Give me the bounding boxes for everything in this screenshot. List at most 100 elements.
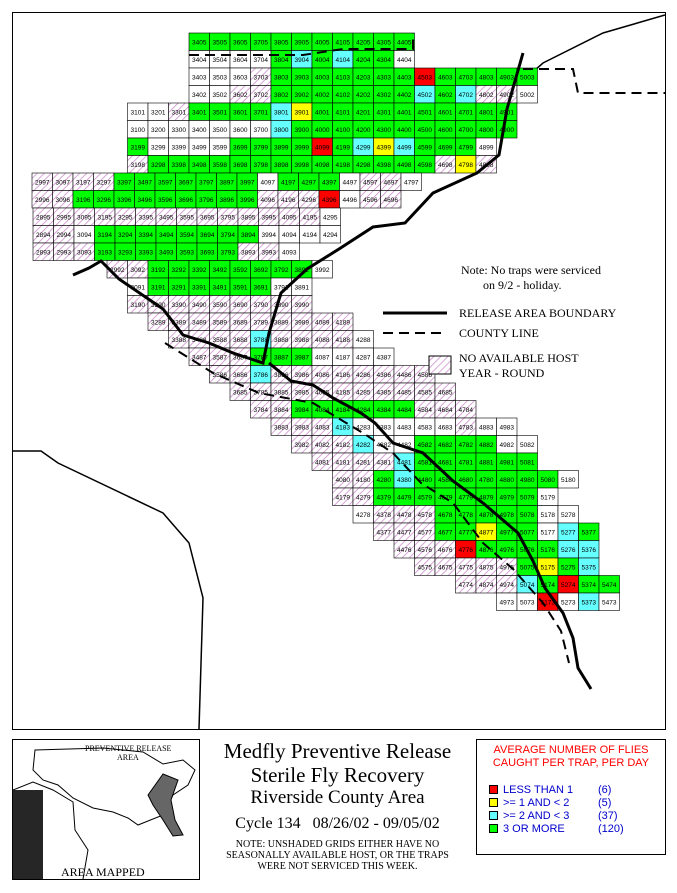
grid-cell: 5078 — [516, 505, 538, 524]
grid-cell-id: 5376 — [582, 547, 597, 554]
grid-cell-id: 4203 — [356, 74, 371, 81]
grid-cell-id: 4600 — [438, 127, 453, 134]
fly-legend-title-line1: AVERAGE NUMBER OF FLIES — [493, 744, 649, 756]
grid-cell: 4798 — [455, 155, 477, 174]
grid-cell-id: 3190 — [131, 302, 146, 309]
grid-cell: 3795 — [217, 207, 239, 226]
grid-cell: 3097 — [52, 172, 74, 191]
grid-cell-id: 2996 — [35, 197, 50, 204]
grid-cell: 3597 — [154, 172, 176, 191]
grid-cell-id: 4779 — [459, 494, 474, 501]
grid-cell-id: 3886 — [274, 372, 289, 379]
grid-cell-id: 4577 — [418, 529, 433, 536]
grid-cell: 5275 — [557, 557, 579, 576]
grid-cell: 3496 — [134, 190, 156, 209]
grid-cell: 5376 — [578, 540, 600, 559]
grid-cell: 3691 — [250, 277, 272, 296]
grid-cell: 4485 — [393, 382, 415, 401]
grid-cell-id: 3695 — [200, 214, 215, 221]
grid-cell-id: 3492 — [213, 267, 228, 274]
grid-cell: 3593 — [176, 242, 198, 261]
grid-cell: 4577 — [414, 522, 436, 541]
grid-cell-id: 4279 — [356, 494, 371, 501]
grid-cell-id: 4683 — [438, 424, 453, 431]
grid-cell-id: 3396 — [117, 197, 132, 204]
grid-cell: 3393 — [135, 242, 157, 261]
grid-cell-id: 4082 — [315, 442, 330, 449]
grid-cell-id: 4803 — [479, 74, 494, 81]
grid-cell: 3489 — [188, 312, 210, 331]
grid-cell-id: 4101 — [336, 109, 351, 116]
inset-release-area — [147, 773, 184, 837]
grid-cell-id: 4285 — [356, 389, 371, 396]
grid-cell-id: 3200 — [151, 127, 166, 134]
grid-cell-id: 4582 — [418, 442, 433, 449]
grid-cell-id: 2992 — [110, 267, 125, 274]
grid-cell-id: 3787 — [254, 354, 269, 361]
grid-cell-id: 4400 — [397, 127, 412, 134]
grid-cell: 5374 — [578, 575, 600, 594]
grid-cell: 3688 — [229, 330, 251, 349]
grid-cell: 3295 — [114, 207, 136, 226]
coast-outline-north — [517, 14, 665, 86]
grid-cell-id: 5278 — [561, 512, 576, 519]
grid-cell-id: 4978 — [500, 512, 515, 519]
grid-cell: 5175 — [537, 557, 559, 576]
grid-cell-id: 4405 — [397, 39, 412, 46]
grid-cell-id: 4303 — [377, 74, 392, 81]
inset-map-panel: PREVENTIVE RELEASE AREA AREA MAPPED — [12, 739, 200, 880]
grid-cell-id: 3887 — [274, 354, 289, 361]
grid-cell-id: 3589 — [213, 319, 228, 326]
grid-cell: 4080 — [332, 470, 354, 489]
grid-cell: 4180 — [352, 470, 374, 489]
fly-legend: AVERAGE NUMBER OF FLIES CAUGHT PER TRAP,… — [476, 739, 666, 855]
grid-cell: 3798 — [250, 155, 272, 174]
grid-cell: 4305 — [373, 32, 395, 51]
grid-cell: 3291 — [168, 277, 190, 296]
grid-cell: 4104 — [332, 50, 354, 69]
grid-cell: 4776 — [455, 540, 477, 559]
grid-cell-id: 3388 — [172, 337, 187, 344]
grid-cell: 4684 — [434, 400, 456, 419]
grid-cell: 4297 — [298, 172, 320, 191]
grid-cell: 3493 — [155, 242, 177, 261]
grid-cell: 3987 — [291, 347, 313, 366]
grid-cell-id: 4777 — [459, 529, 474, 536]
grid-cell-id: 4377 — [377, 529, 392, 536]
fly-legend-title-line2: CAUGHT PER TRAP, PER DAY — [492, 757, 650, 769]
grid-cell-id: 5082 — [520, 442, 535, 449]
grid-cell: 4202 — [352, 85, 374, 104]
fly-legend-item-less-than-1: LESS THAN 1 (6) — [489, 784, 611, 796]
grid-cell-id: 3896 — [220, 197, 235, 204]
grid-cell-id: 3697 — [179, 179, 194, 186]
grid-cell-id: 3884 — [274, 407, 289, 414]
grid-cell-id: 4384 — [377, 407, 392, 414]
grid-cell: 3984 — [291, 400, 313, 419]
grid-cell-id: 4080 — [336, 477, 351, 484]
grid-cell-id: 3694 — [200, 232, 215, 239]
grid-cell: 4404 — [393, 50, 415, 69]
grid-cell: 3604 — [229, 50, 251, 69]
grid-cell: 4603 — [434, 67, 456, 86]
grid-cell-id: 3499 — [192, 144, 207, 151]
grid-cell-id: 4703 — [459, 74, 474, 81]
grid-cell-id: 4776 — [459, 547, 474, 554]
grid-cell-id: 4280 — [377, 477, 392, 484]
grid-cell-id: 4685 — [438, 389, 453, 396]
grid-cell: 4097 — [257, 172, 279, 191]
grid-cell-id: 3793 — [221, 249, 236, 256]
grid-cell-id: 4684 — [438, 407, 453, 414]
grid-cell-id: 3996 — [240, 197, 255, 204]
grid-cell-id: 4189 — [336, 319, 351, 326]
grid-cell-id: 4800 — [479, 127, 494, 134]
grid-cell-id: 4295 — [323, 214, 338, 221]
grid-cell-id: 3294 — [118, 232, 133, 239]
grid-cell: 3101 — [127, 102, 149, 121]
grid-cell: 4701 — [455, 102, 477, 121]
grid-cell: 4087 — [311, 347, 333, 366]
grid-cell-id: 3398 — [172, 162, 187, 169]
grid-cell: 4802 — [475, 85, 497, 104]
grid-cell-id: 3494 — [159, 232, 174, 239]
grid-cell: 3699 — [229, 137, 251, 156]
map-note-line2: on 9/2 - holiday. — [483, 278, 562, 292]
